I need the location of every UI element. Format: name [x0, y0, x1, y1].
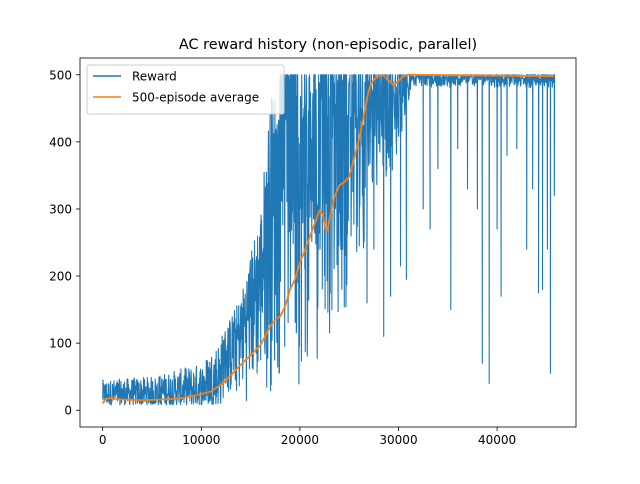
x-tick-label: 0 — [99, 433, 107, 447]
series-reward-line — [102, 74, 556, 406]
legend-label-average: 500-episode average — [132, 91, 259, 105]
chart-title: AC reward history (non-episodic, paralle… — [179, 37, 477, 53]
legend: Reward 500-episode average — [86, 64, 285, 115]
x-tick-label: 40000 — [478, 433, 516, 447]
y-tick-label: 100 — [49, 337, 72, 351]
x-tick-label: 20000 — [281, 433, 319, 447]
x-tick-label: 10000 — [182, 433, 220, 447]
x-axis: 0 10000 20000 30000 40000 — [99, 427, 516, 447]
axes-frame — [79, 57, 577, 428]
legend-frame — [86, 64, 285, 115]
y-tick-label: 300 — [49, 202, 72, 216]
y-tick-label: 200 — [49, 270, 72, 284]
y-tick-label: 0 — [64, 404, 72, 418]
y-tick-label: 400 — [49, 135, 72, 149]
y-tick-label: 500 — [49, 68, 72, 82]
series-average-line — [101, 73, 555, 404]
x-tick-label: 30000 — [379, 433, 417, 447]
plot-area — [101, 73, 556, 406]
y-axis: 0 100 200 300 400 500 — [49, 68, 80, 418]
legend-label-reward: Reward — [132, 70, 177, 84]
